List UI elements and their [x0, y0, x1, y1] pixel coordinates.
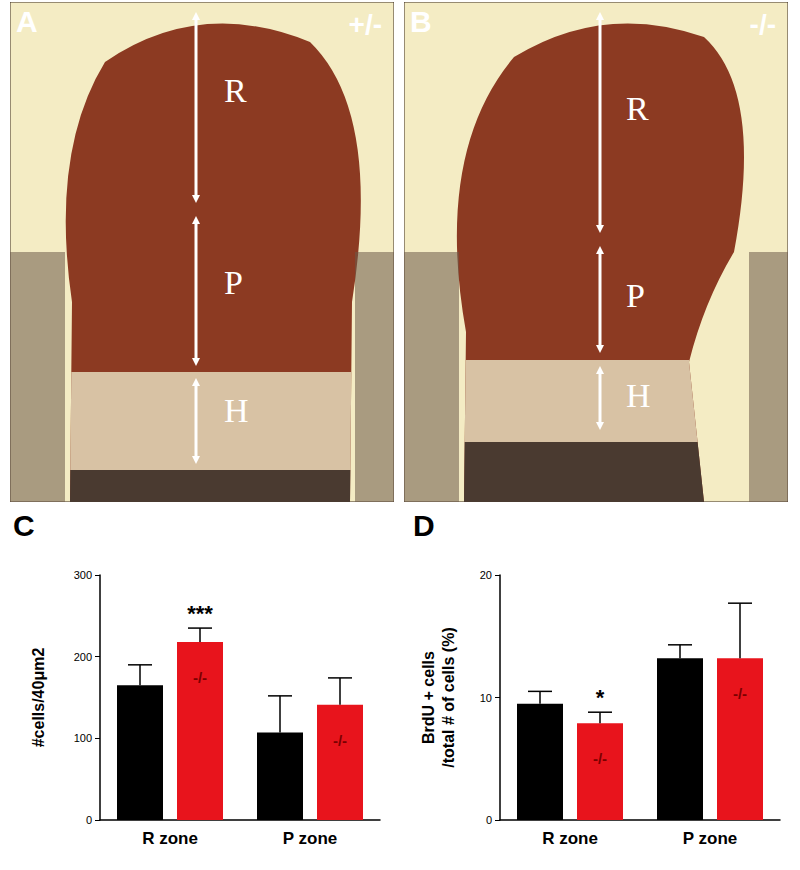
- svg-text:P zone: P zone: [683, 829, 737, 848]
- svg-text:20: 20: [480, 569, 492, 581]
- svg-text:H: H: [224, 392, 249, 429]
- svg-text:D: D: [413, 509, 435, 542]
- svg-text:200: 200: [74, 651, 92, 663]
- svg-text:***: ***: [187, 601, 213, 626]
- svg-text:-/-: -/-: [333, 732, 347, 749]
- svg-text:R zone: R zone: [542, 829, 598, 848]
- svg-text:*: *: [596, 685, 605, 710]
- svg-text:100: 100: [74, 732, 92, 744]
- svg-text:#cells/40μm2: #cells/40μm2: [30, 648, 47, 748]
- svg-text:P: P: [224, 264, 243, 301]
- svg-text:R zone: R zone: [142, 829, 198, 848]
- svg-text:P: P: [626, 277, 645, 314]
- svg-text:P zone: P zone: [283, 829, 337, 848]
- svg-text:-/-: -/-: [733, 685, 747, 702]
- svg-text:-/-: -/-: [593, 750, 607, 767]
- svg-text:A: A: [16, 5, 38, 38]
- svg-text:-/-: -/-: [193, 669, 207, 686]
- svg-text:+/-: +/-: [349, 9, 382, 40]
- svg-text:0: 0: [86, 814, 92, 826]
- svg-text:R: R: [626, 90, 649, 127]
- svg-text:H: H: [626, 377, 651, 414]
- svg-text:/total # of cells (%): /total # of cells (%): [440, 627, 457, 767]
- svg-text:10: 10: [480, 692, 492, 704]
- svg-text:300: 300: [74, 569, 92, 581]
- svg-text:BrdU + cells: BrdU + cells: [420, 651, 437, 744]
- svg-text:-/-: -/-: [750, 9, 776, 40]
- svg-text:B: B: [410, 5, 432, 38]
- svg-text:R: R: [224, 72, 247, 109]
- svg-text:0: 0: [486, 814, 492, 826]
- svg-text:C: C: [13, 509, 35, 542]
